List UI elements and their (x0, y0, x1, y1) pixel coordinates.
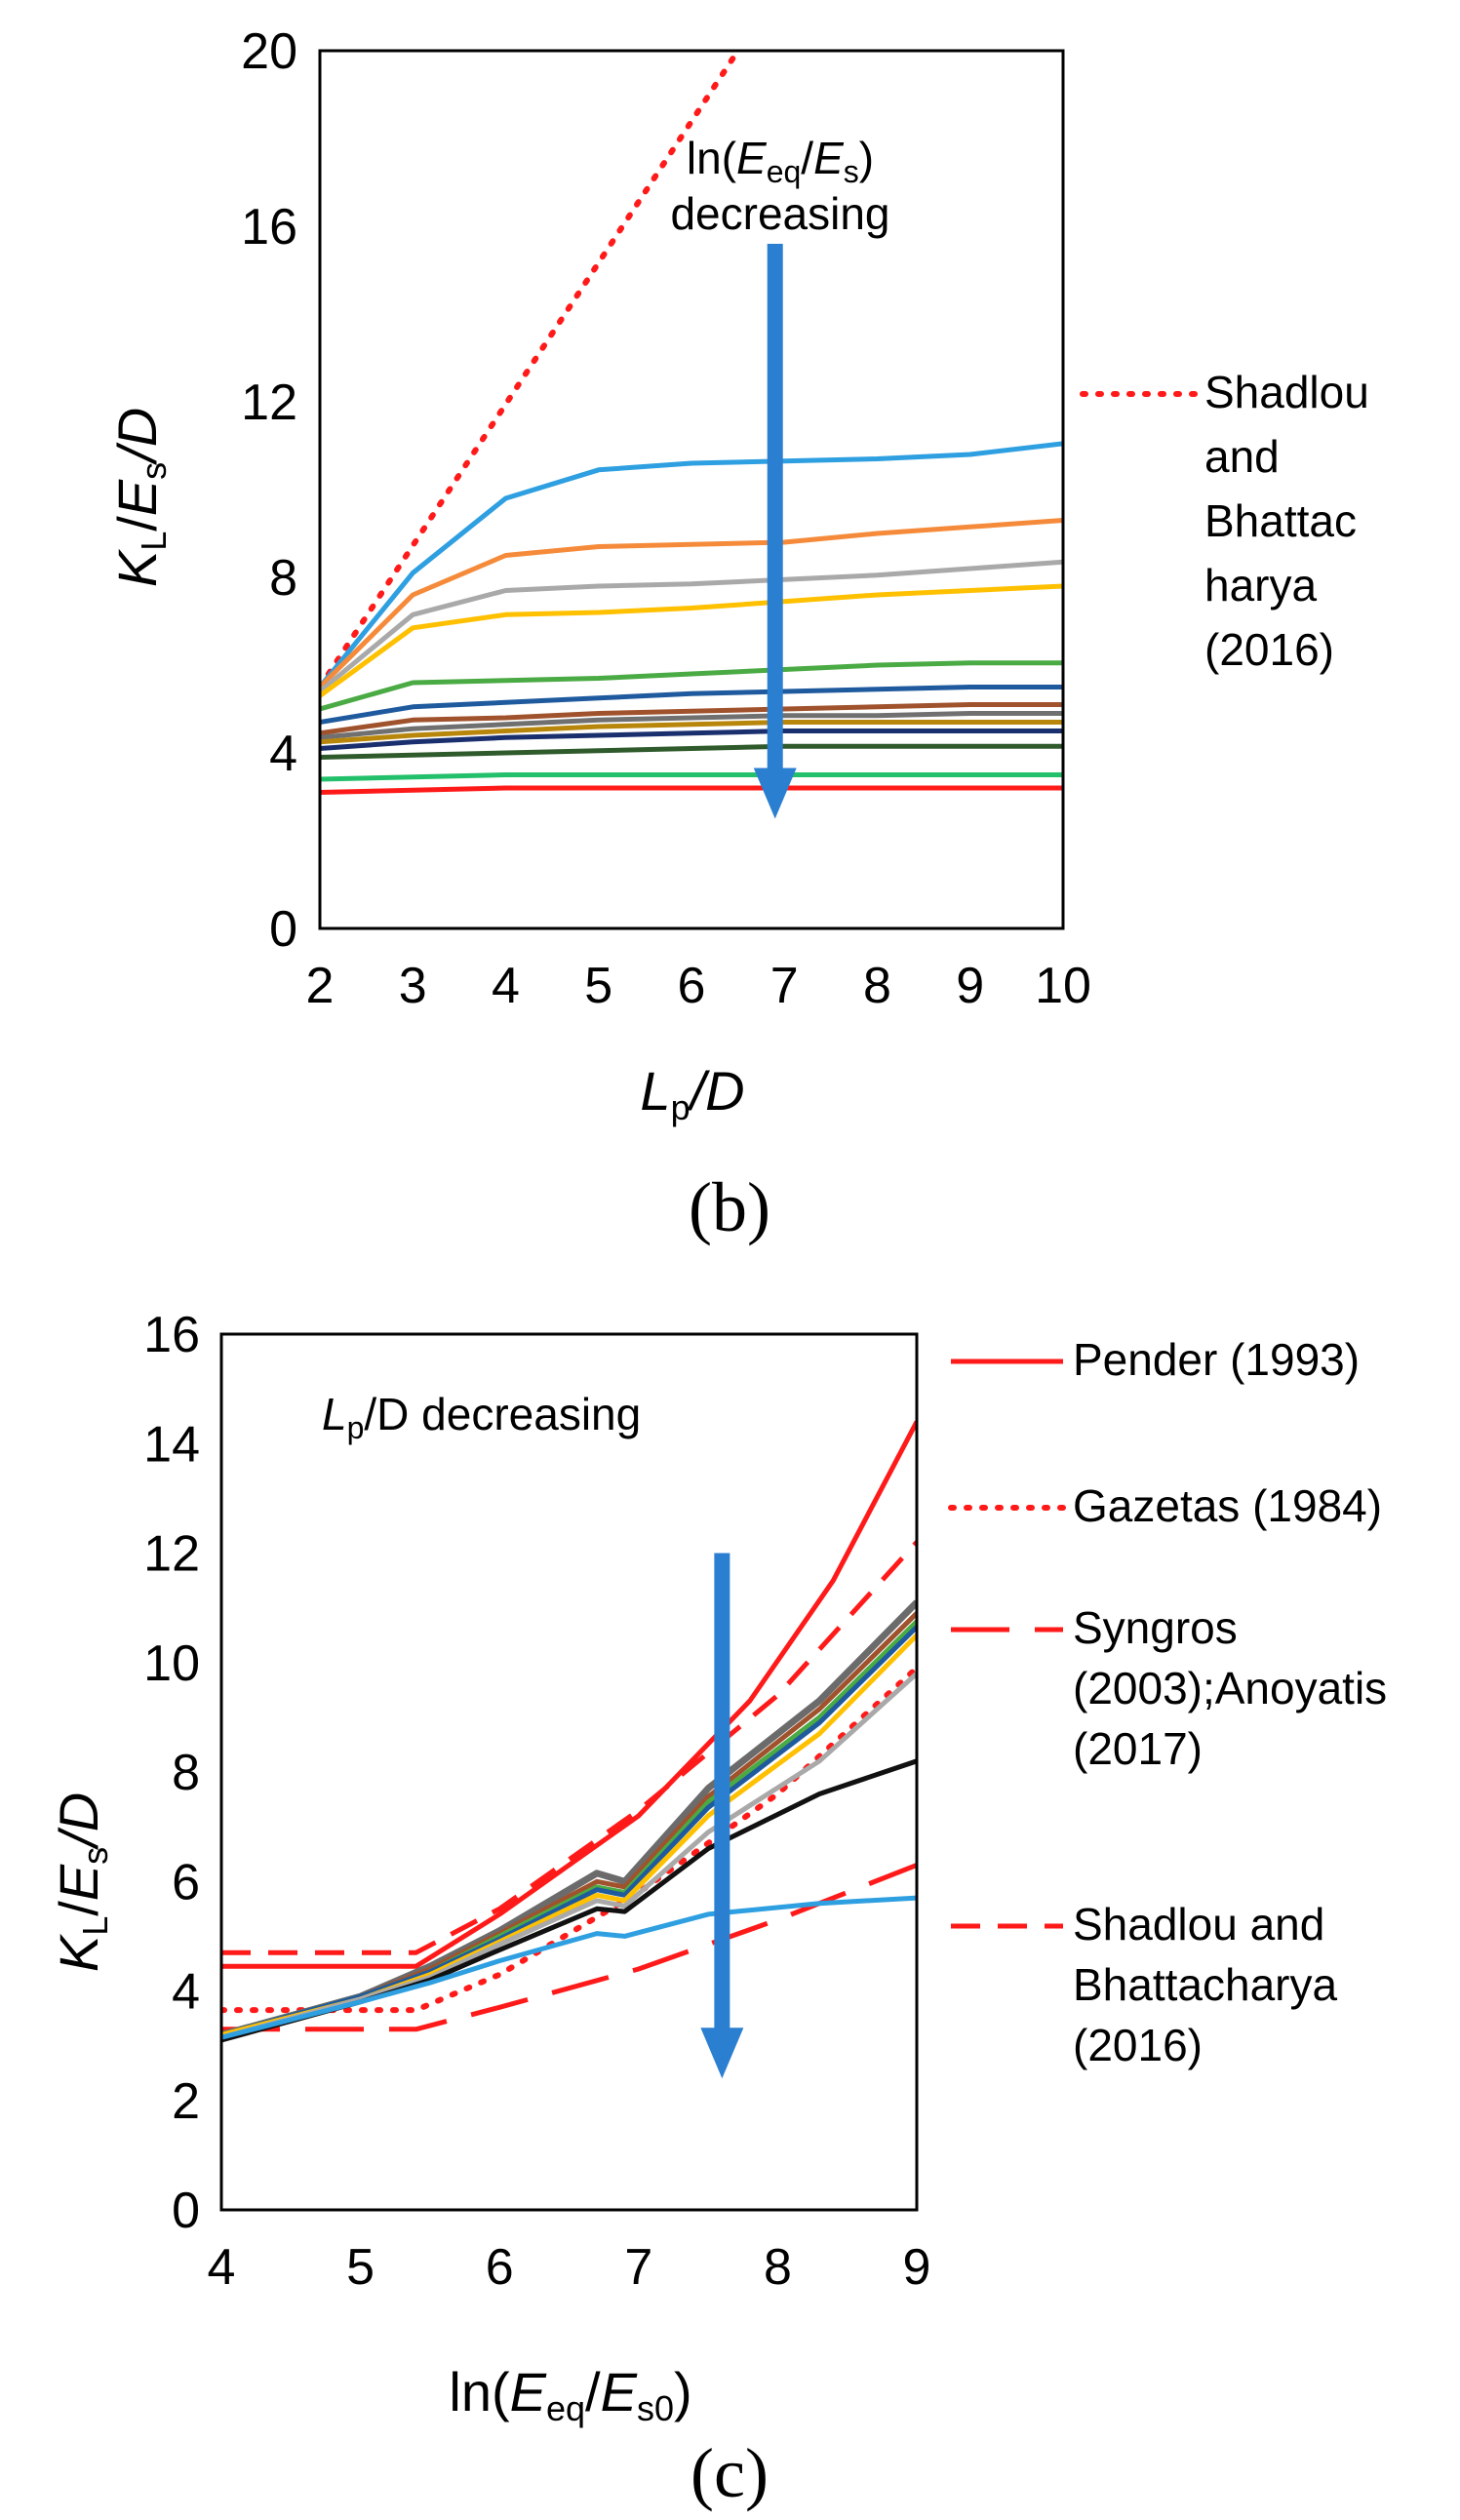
panel-c-series-p8 (221, 1895, 917, 2040)
panel-b-x-tick-4: 4 (492, 958, 520, 1014)
panel-c-legend-label-3-2: (2016) (1073, 2020, 1203, 2070)
panel-b-legend-label-0-0: Shadlou (1204, 367, 1369, 417)
panel-c-y-tick-16: 16 (143, 1307, 200, 1363)
panel-b-annotation-line2: decreasing (670, 188, 889, 239)
panel-b-legend-label-0-3: harya (1204, 560, 1317, 610)
panel-c-legend-label-2-2: (2017) (1073, 1723, 1203, 1774)
panel-b-series-s13 (320, 785, 1063, 795)
panel-b-y-tick-4: 4 (269, 726, 297, 782)
panel-b-series-s4 (320, 583, 1063, 698)
panel-c-y-tick-4: 4 (172, 1964, 200, 2021)
panel-b-label: (b) (689, 1168, 770, 1246)
chart-panel-b: 0 4 8 12 16 20 2 3 4 5 6 7 8 9 10 KL/Es/D Lp/D ln(Eeq… (106, 23, 1369, 1246)
panel-c-y-tick-6: 6 (172, 1854, 200, 1910)
panel-c-y-tick-8: 8 (172, 1745, 200, 1801)
panel-b-series-s1 (320, 441, 1063, 689)
panel-c-series-p3 (221, 1619, 917, 2037)
panel-b-arrow-head (753, 768, 797, 819)
panel-c-annotation: Lp/D decreasing (322, 1389, 641, 1445)
panel-b-x-tick-labels: 2 3 4 5 6 7 8 9 10 (306, 958, 1091, 1014)
panel-c-series-p5 (221, 1633, 917, 2037)
panel-c-legend-label-0-0: Pender (1993) (1073, 1334, 1360, 1385)
panel-c-series-p2 (221, 1611, 917, 2037)
panel-b-x-tick-10: 10 (1035, 958, 1091, 1014)
panel-b-series-group (320, 51, 1063, 795)
panel-b-series-s12 (320, 772, 1063, 782)
panel-c-x-tick-4: 4 (208, 2239, 236, 2296)
panel-b-annotation-line1: ln(Eeq/Es) (687, 133, 874, 189)
panel-c-decreasing-arrow (700, 1553, 744, 2079)
chart-panel-c: 0 2 4 6 8 10 12 14 16 4 5 6 7 8 9 KL/Es/D ln(Eeq/Es0)… (48, 1307, 1387, 2512)
panel-c-series-gazetas-1984- (221, 1665, 917, 2014)
panel-b-series-shadlou-and-bhattacharya-2016- (320, 51, 741, 690)
panel-c-y-tick-labels: 0 2 4 6 8 10 12 14 16 (143, 1307, 200, 2239)
panel-c-series-p6 (221, 1672, 917, 2040)
panel-b-y-axis-label: KL/Es/D (106, 408, 174, 587)
panel-b-plot-frame (318, 49, 1065, 930)
panel-b-series-s8 (320, 711, 1063, 740)
panel-c-y-axis-label: KL/Es/D (48, 1792, 115, 1972)
panel-b-legend-label-0-4: (2016) (1204, 624, 1334, 675)
panel-c-series-pender-1993- (221, 1420, 917, 1969)
panel-b-x-axis-label: Lp/D (640, 1060, 744, 1127)
panel-c-series-syngros-2003-anoyatis-2017- (221, 1863, 917, 2032)
panel-b-series-s6 (320, 685, 1063, 725)
panel-b-x-tick-7: 7 (770, 958, 799, 1014)
panel-b-y-tick-20: 20 (241, 23, 297, 80)
panel-c-y-tick-0: 0 (172, 2183, 200, 2239)
panel-b-decreasing-arrow (753, 244, 797, 819)
panel-c-y-tick-12: 12 (143, 1526, 200, 1583)
panel-c-legend-label-2-0: Syngros (1073, 1602, 1238, 1653)
panel-b-y-tick-12: 12 (241, 374, 297, 431)
panel-b-x-tick-6: 6 (678, 958, 706, 1014)
panel-b-x-tick-5: 5 (584, 958, 612, 1014)
panel-c-x-axis-label: ln(Eeq/Es0) (449, 2361, 691, 2428)
panel-c-arrow-head (700, 2028, 744, 2079)
panel-b-series-s10 (320, 728, 1063, 751)
panel-b-series-s11 (320, 743, 1063, 760)
panel-c-legend-label-3-1: Bhattacharya (1073, 1959, 1337, 2010)
panel-c-y-tick-14: 14 (143, 1416, 200, 1473)
panel-b-series-s9 (320, 720, 1063, 745)
panel-b-y-tick-0: 0 (269, 901, 297, 958)
panel-c-legend: Pender (1993) Gazetas (1984) Syngros (2003)… (948, 1334, 1387, 2070)
panel-b-legend-label-0-2: Bhattac (1204, 495, 1357, 546)
panel-c-x-tick-8: 8 (764, 2239, 792, 2296)
panel-c-series-shadlou-and-bhattacharya-2016- (221, 1540, 917, 1955)
panel-c-legend-label-1-0: Gazetas (1984) (1073, 1480, 1382, 1531)
panel-c-x-tick-7: 7 (624, 2239, 652, 2296)
panel-c-x-tick-5: 5 (346, 2239, 375, 2296)
panel-b-x-tick-9: 9 (956, 958, 984, 1014)
panel-b-series-s2 (320, 518, 1063, 689)
panel-c-legend-label-3-0: Shadlou and (1073, 1899, 1324, 1949)
panel-b-series-s3 (320, 559, 1063, 693)
panel-b-x-tick-8: 8 (863, 958, 891, 1014)
panel-c-x-tick-9: 9 (903, 2239, 931, 2296)
panel-b-y-tick-8: 8 (269, 550, 297, 607)
panel-c-series-p1 (221, 1599, 917, 2038)
panel-c-x-tick-labels: 4 5 6 7 8 9 (208, 2239, 931, 2296)
panel-b-y-tick-16: 16 (241, 199, 297, 256)
panel-c-y-tick-10: 10 (143, 1635, 200, 1692)
panel-c-label: (c) (691, 2434, 769, 2512)
panel-b-series-s5 (320, 660, 1063, 712)
panel-b-series-s7 (320, 702, 1063, 736)
panel-c-y-tick-2: 2 (172, 2073, 200, 2130)
panel-c-x-tick-6: 6 (486, 2239, 514, 2296)
panel-b-x-tick-2: 2 (306, 958, 335, 1014)
panel-c-plot-frame (219, 1332, 919, 2212)
panel-b-legend: Shadlou and Bhattac harya (2016) (1080, 367, 1369, 675)
panel-b-y-tick-labels: 0 4 8 12 16 20 (241, 23, 297, 958)
panel-b-x-tick-3: 3 (399, 958, 427, 1014)
panel-c-series-group (221, 1420, 917, 2043)
panel-c-series-p4 (221, 1625, 917, 2037)
panel-c-legend-label-2-1: (2003);Anoyatis (1073, 1663, 1387, 1713)
panel-b-legend-label-0-1: and (1204, 431, 1280, 482)
